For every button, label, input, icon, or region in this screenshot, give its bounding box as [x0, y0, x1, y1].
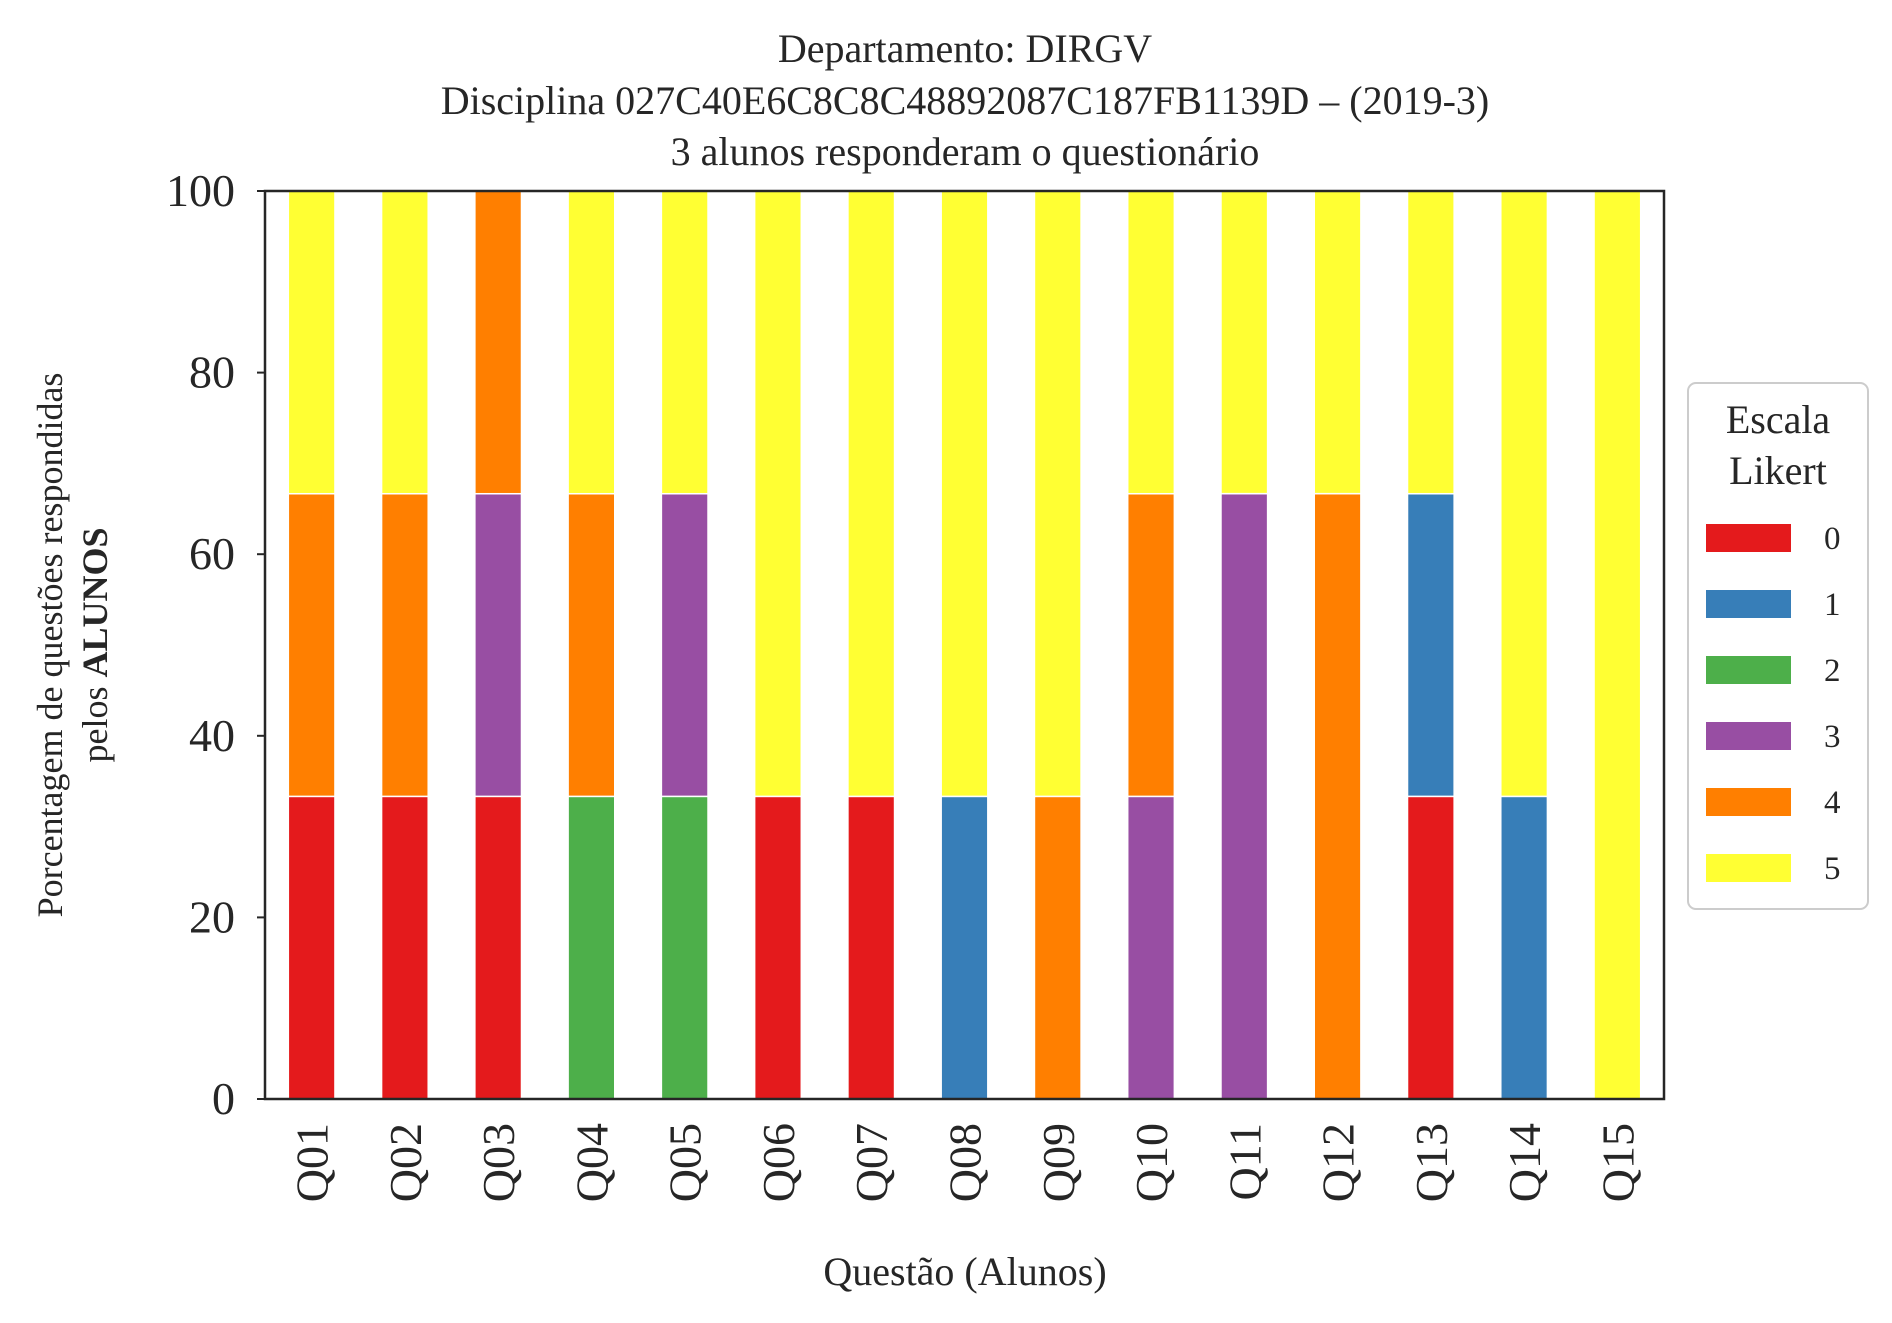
x-tick-label-q01: Q01 — [287, 1123, 338, 1202]
bar-q03-level-4 — [474, 190, 523, 495]
legend-frame — [1687, 382, 1869, 910]
bar-q01-level-5 — [287, 190, 336, 495]
bar-q13-level-0 — [1406, 795, 1455, 1100]
y-tick-labels: 0 20 40 60 80 100 — [166, 165, 265, 1124]
legend-label-5: 5 — [1824, 851, 1841, 887]
bar-q03-level-0 — [474, 795, 523, 1100]
y-tick-label-40: 40 — [189, 710, 235, 761]
x-tick-label-q08: Q08 — [940, 1123, 991, 1202]
legend-swatch-0 — [1706, 524, 1791, 552]
bar-q09-level-4 — [1033, 795, 1082, 1100]
y-axis-label-bold: ALUNOS — [75, 527, 115, 677]
legend-swatch-1 — [1706, 590, 1791, 618]
bar-q01-level-4 — [287, 492, 336, 798]
bar-q10-level-5 — [1126, 190, 1176, 495]
x-tick-label-q09: Q09 — [1033, 1123, 1084, 1202]
legend-label-0: 0 — [1824, 521, 1841, 557]
bar-q14-level-1 — [1500, 795, 1549, 1100]
x-tick-label-q15: Q15 — [1592, 1123, 1643, 1202]
bar-q07-level-5 — [847, 190, 896, 798]
x-tick-labels: Q01 Q02 Q03 Q04 Q05 Q06 Q07 Q08 Q09 Q10 Q11 Q12 Q13 Q… — [287, 1123, 1644, 1202]
y-axis-label-prefix: pelos — [75, 678, 115, 763]
x-tick-label-q07: Q07 — [846, 1123, 897, 1202]
x-tick-label-q04: Q04 — [566, 1123, 617, 1202]
plot-frame — [263, 189, 1666, 1101]
x-tick-label-q03: Q03 — [473, 1123, 524, 1202]
bar-q02-level-4 — [380, 492, 429, 798]
chart-title-line-3: 3 alunos responderam o questionário — [671, 129, 1260, 174]
bar-q08-level-5 — [940, 190, 989, 798]
legend-label-4: 4 — [1824, 785, 1841, 821]
bar-q01-level-0 — [287, 795, 336, 1100]
y-axis-label-line-2: pelos ALUNOS — [75, 527, 115, 762]
y-tick-label-80: 80 — [189, 347, 235, 398]
legend-title-line-1: Escala — [1726, 397, 1831, 442]
bar-q12-level-5 — [1313, 190, 1362, 495]
bar-q04-level-5 — [567, 190, 616, 495]
legend-title-line-2: Likert — [1729, 448, 1827, 493]
bar-q06-level-0 — [753, 795, 803, 1100]
y-tick-label-0: 0 — [212, 1073, 235, 1124]
y-axis-label-line-1: Porcentagem de questões respondidas — [30, 373, 70, 918]
bar-q10-level-4 — [1126, 492, 1176, 798]
legend-items: 0 1 2 3 4 5 — [1706, 521, 1841, 887]
bar-q02-level-5 — [380, 190, 429, 495]
x-tick-label-q10: Q10 — [1126, 1123, 1177, 1202]
y-tick-label-60: 60 — [189, 528, 235, 579]
bar-q09-level-5 — [1033, 190, 1082, 798]
x-tick-label-q12: Q12 — [1313, 1123, 1364, 1202]
bar-q05-level-5 — [660, 190, 709, 495]
bar-q08-level-1 — [940, 795, 989, 1100]
bar-q05-level-2 — [660, 795, 709, 1100]
chart-title-line-1: Departamento: DIRGV — [778, 26, 1152, 71]
legend-label-3: 3 — [1824, 719, 1841, 755]
x-tick-label-q13: Q13 — [1406, 1123, 1457, 1202]
bar-q15-level-5 — [1593, 190, 1642, 1100]
bars-group — [287, 190, 1642, 1100]
legend-swatch-2 — [1706, 656, 1791, 684]
bar-q05-level-3 — [660, 492, 709, 798]
bar-q02-level-0 — [380, 795, 429, 1100]
legend: Escala Likert 0 1 2 3 4 5 — [1687, 382, 1869, 910]
bar-q13-level-1 — [1406, 492, 1455, 798]
x-tick-label-q02: Q02 — [380, 1123, 431, 1202]
y-tick-label-20: 20 — [189, 891, 235, 942]
bar-q04-level-2 — [567, 795, 616, 1100]
y-tick-label-100: 100 — [166, 165, 235, 216]
x-tick-label-q05: Q05 — [660, 1123, 711, 1202]
bar-q14-level-5 — [1500, 190, 1549, 798]
legend-label-2: 2 — [1824, 653, 1841, 689]
legend-swatch-4 — [1706, 788, 1791, 816]
legend-swatch-5 — [1706, 854, 1791, 882]
bar-q06-level-5 — [753, 190, 803, 798]
bar-q12-level-4 — [1313, 492, 1362, 1100]
bar-q11-level-3 — [1220, 492, 1269, 1100]
x-tick-label-q14: Q14 — [1499, 1123, 1550, 1202]
bar-q04-level-4 — [567, 492, 616, 798]
y-axis-label: Porcentagem de questões respondidas pelo… — [30, 373, 115, 918]
x-axis-label: Questão (Alunos) — [823, 1249, 1106, 1294]
bar-q13-level-5 — [1406, 190, 1455, 495]
chart-title-line-2: Disciplina 027C40E6C8C8C48892087C187FB11… — [441, 78, 1490, 123]
legend-swatch-3 — [1706, 722, 1791, 750]
legend-label-1: 1 — [1824, 587, 1841, 623]
bar-q10-level-3 — [1126, 795, 1176, 1100]
bar-q03-level-3 — [474, 492, 523, 798]
bar-q07-level-0 — [847, 795, 896, 1100]
x-tick-label-q11: Q11 — [1219, 1123, 1270, 1201]
x-tick-label-q06: Q06 — [753, 1123, 804, 1202]
bar-q11-level-5 — [1220, 190, 1269, 495]
